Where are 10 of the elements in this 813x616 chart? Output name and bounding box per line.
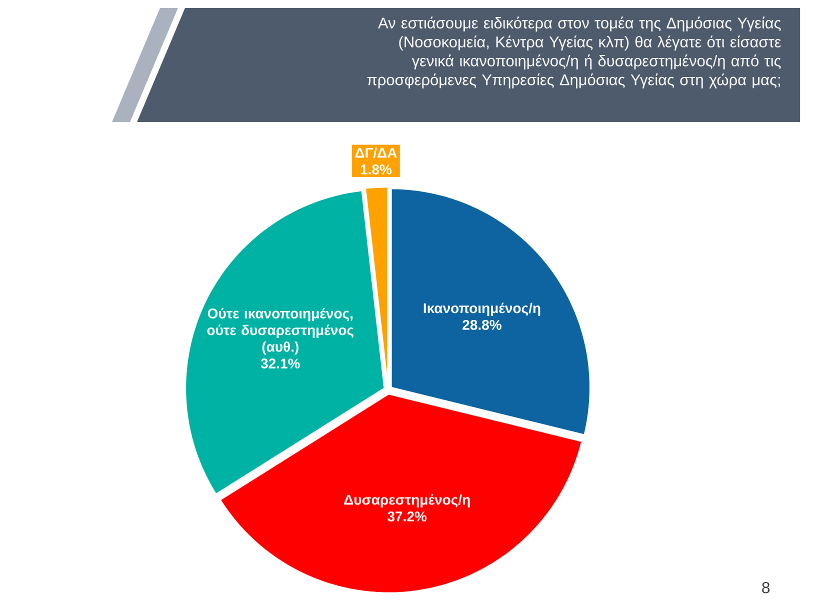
slice-label: ΔΓ/ΔΑ — [355, 147, 397, 158]
data-label: 28.8% — [462, 320, 502, 330]
slice-label: Δυσαρεστημένος/η — [344, 494, 470, 508]
slice-label: Ούτε ικανοποιημένος, ούτε δυσαρεστημένος (αυθ.) — [207, 308, 354, 355]
data-label: 32.1% — [260, 358, 300, 368]
data-label: 1.8% — [360, 164, 392, 174]
chart-title: Αν εστιάσουμε ειδικότερα στον τομέα της Δημόσιας Υγείας (Νοσοκομεία, Κέντρα Υγείας κλπ) θα λέγατε ότι είσαστε γενικά ικανοποιημένος/η ή δυσαρεστημένος/η από τις προσφερόμενες Υπηρεσίες Δημόσιας Υγείας στη χώρα μας; — [367, 16, 781, 88]
data-label: 37.2% — [388, 511, 427, 522]
slice-label: Ικανοποιημένος/η — [424, 302, 540, 316]
text: 8 — [762, 582, 770, 594]
